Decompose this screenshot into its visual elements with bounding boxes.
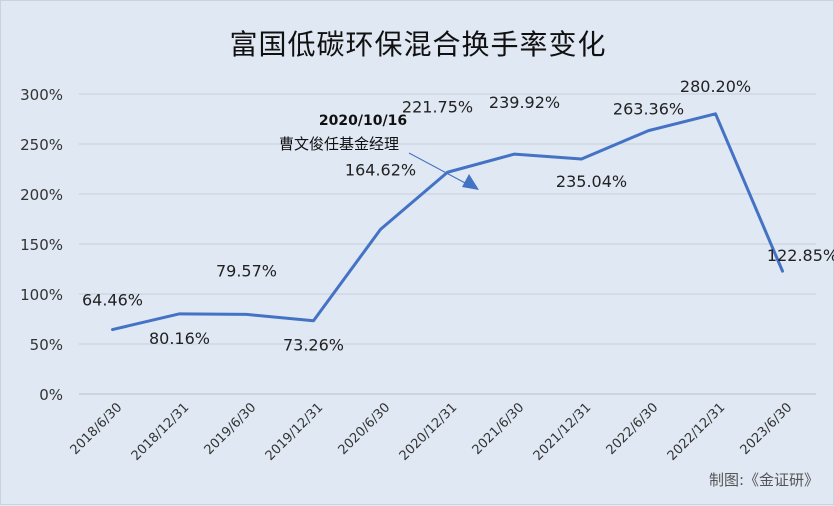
x-tick-label: 2022/12/31 (665, 400, 729, 464)
data-label: 239.92% (489, 93, 560, 112)
x-tick-label: 2023/6/30 (738, 400, 796, 458)
chart-title: 富国低碳环保混合换手率变化 (229, 28, 607, 61)
data-label: 263.36% (613, 100, 684, 119)
data-label: 64.46% (82, 291, 143, 310)
x-tick-label: 2018/12/31 (129, 400, 193, 464)
x-tick-label: 2018/6/30 (68, 400, 126, 458)
y-tick-label: 200% (20, 186, 63, 204)
y-tick-label: 0% (39, 386, 63, 404)
x-tick-label: 2021/12/31 (531, 400, 595, 464)
data-label: 73.26% (283, 336, 344, 355)
x-tick-label: 2022/6/30 (604, 400, 662, 458)
x-tick-label: 2021/6/30 (470, 400, 528, 458)
annotation-date: 2020/10/16 (319, 113, 407, 129)
x-tick-label: 2020/6/30 (336, 400, 394, 458)
annotation-arrow-head (462, 174, 479, 190)
data-label: 79.57% (216, 261, 277, 280)
data-label: 280.20% (680, 77, 751, 96)
data-label: 221.75% (402, 97, 473, 116)
x-tick-label: 2019/12/31 (263, 400, 327, 464)
credit-text: 制图:《金证研》 (708, 471, 819, 489)
data-label: 122.85% (767, 246, 834, 265)
x-tick-label: 2019/6/30 (202, 400, 260, 458)
annotation-arrow-line (408, 152, 468, 185)
y-tick-label: 300% (20, 86, 63, 104)
series-line (111, 112, 784, 332)
y-tick-label: 250% (20, 136, 63, 154)
data-label: 80.16% (149, 329, 210, 348)
y-tick-label: 150% (20, 236, 63, 254)
data-label: 235.04% (556, 172, 627, 191)
x-tick-label: 2020/12/31 (397, 400, 461, 464)
data-label: 164.62% (345, 160, 416, 179)
y-tick-label: 100% (20, 286, 63, 304)
y-tick-label: 50% (30, 336, 63, 354)
annotation-text: 曹文俊任基金经理 (279, 135, 399, 153)
